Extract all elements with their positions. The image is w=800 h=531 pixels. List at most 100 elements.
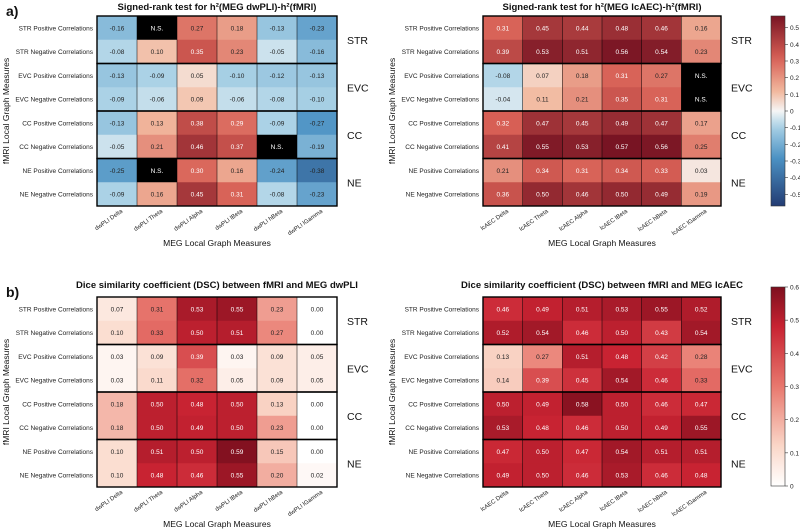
group-label: EVC	[347, 363, 369, 375]
cell-value-label: 0.43	[655, 330, 668, 337]
heatmap-cell	[257, 63, 298, 88]
cell-value-label: 0.48	[695, 473, 708, 480]
cell-value-label: 0.50	[536, 192, 549, 199]
heatmap-cell	[217, 111, 258, 136]
heatmap-cell	[137, 463, 178, 488]
cell-value-label: N.S.	[151, 168, 164, 175]
heatmap-cell	[177, 392, 218, 417]
x-axis-label: MEG Local Graph Measures	[163, 519, 271, 529]
heatmap-cell	[217, 39, 258, 64]
column-tick-label: dwPLI lGamma	[287, 208, 325, 237]
heatmap-cell	[681, 158, 722, 183]
cell-value-label: -0.23	[310, 192, 325, 199]
cell-value-label: 0.10	[111, 473, 124, 480]
cell-value-label: 0.10	[111, 330, 124, 337]
group-label: STR	[347, 35, 368, 47]
cell-value-label: 0.21	[576, 97, 589, 104]
heatmap-cell	[641, 297, 682, 322]
heatmap-cell	[257, 87, 298, 112]
column-tick-label: lcAEC lGamma	[671, 489, 709, 518]
group-label: NE	[347, 177, 362, 189]
colorbar-tick-label: -0.3	[790, 159, 800, 166]
heatmap-cell	[257, 392, 298, 417]
cell-value-label: 0.35	[191, 49, 204, 56]
heatmap-cell	[177, 463, 218, 488]
cell-value-label: -0.08	[495, 73, 510, 80]
cell-value-label: 0.25	[695, 144, 708, 151]
heatmap-cell	[217, 16, 258, 41]
colorbar-tick-label: 0.1	[790, 450, 799, 457]
cell-value-label: 0.23	[271, 306, 284, 313]
heatmap-cell	[97, 16, 138, 41]
column-tick-label: lcAEC Delta	[480, 489, 510, 513]
cell-value-label: 0.46	[655, 25, 668, 32]
heatmap-cell	[562, 344, 603, 369]
cell-value-label: 0.28	[695, 354, 708, 361]
cell-value-label: 0.49	[655, 192, 668, 199]
row-tick-label: NE Positive Correlations	[409, 449, 480, 456]
heatmap-cell	[217, 182, 258, 207]
cell-value-label: 0.46	[655, 473, 668, 480]
heatmap-cell	[217, 297, 258, 322]
cell-value-label: 0.46	[576, 192, 589, 199]
cell-value-label: 0.36	[497, 192, 510, 199]
cell-value-label: 0.38	[191, 120, 204, 127]
cell-value-label: 0.27	[271, 330, 284, 337]
cell-value-label: 0.27	[191, 25, 204, 32]
colorbar-tick-label: 0.2	[790, 75, 799, 82]
heatmap-cell	[217, 368, 258, 393]
heatmap-cell	[257, 463, 298, 488]
heatmap-cell	[217, 463, 258, 488]
cell-value-label: -0.08	[110, 49, 125, 56]
heatmap-cell	[97, 463, 138, 488]
heatmap-cell	[483, 111, 523, 136]
cell-value-label: 0.47	[536, 120, 549, 127]
column-tick-label: dwPLI Delta	[94, 208, 124, 232]
heatmap-cell	[681, 87, 722, 112]
column-tick-label: dwPLI Theta	[133, 489, 164, 514]
group-label: CC	[347, 411, 363, 423]
cell-value-label: 0.31	[616, 73, 629, 80]
row-tick-label: EVC Negative Correlations	[15, 97, 93, 104]
heatmap-cell	[602, 182, 642, 207]
heatmap-cell	[562, 134, 603, 159]
cell-value-label: 0.13	[271, 401, 284, 408]
cell-value-label: 0.00	[311, 306, 324, 313]
column-tick-label: dwPLI Theta	[133, 208, 164, 233]
row-tick-label: STR Negative Correlations	[16, 49, 94, 56]
cell-value-label: 0.54	[616, 378, 629, 385]
heatmap-cell	[97, 111, 138, 136]
colorbar-tick-label: -0.2	[790, 142, 800, 149]
heatmap-cell	[522, 158, 563, 183]
cell-value-label: 0.55	[655, 306, 668, 313]
cell-value-label: 0.18	[231, 25, 244, 32]
heatmap-cell	[217, 415, 258, 440]
row-tick-label: EVC Negative Correlations	[15, 378, 93, 385]
cell-value-label: 0.47	[497, 449, 510, 456]
cell-value-label: 0.51	[576, 354, 589, 361]
cell-value-label: 0.51	[576, 306, 589, 313]
cell-value-label: 0.50	[151, 401, 164, 408]
cell-value-label: 0.45	[191, 192, 204, 199]
heatmap-cell	[681, 320, 722, 345]
cell-value-label: 0.47	[655, 120, 668, 127]
cell-value-label: 0.16	[695, 25, 708, 32]
heatmap-cell	[522, 344, 563, 369]
heatmap-cell	[681, 182, 722, 207]
column-tick-label: dwPLI Alpha	[173, 208, 204, 232]
heatmap-cell	[297, 368, 338, 393]
cell-value-label: 0.50	[536, 449, 549, 456]
heatmap-cell	[137, 368, 178, 393]
heatmap-cell	[681, 344, 722, 369]
heatmap-cell	[483, 63, 523, 88]
cell-value-label: 0.33	[151, 330, 164, 337]
heatmap-cell	[137, 63, 178, 88]
colorbar-tick-label: 0.1	[790, 92, 799, 99]
cell-value-label: -0.13	[270, 25, 285, 32]
column-tick-label: lcAEC lGamma	[671, 208, 709, 237]
colorbar-tick-label: -0.1	[790, 125, 800, 132]
row-tick-label: NE Negative Correlations	[20, 473, 94, 480]
column-tick-label: dwPLI lBeta	[214, 208, 244, 232]
cell-value-label: 0.46	[576, 473, 589, 480]
heatmap-cell	[257, 368, 298, 393]
